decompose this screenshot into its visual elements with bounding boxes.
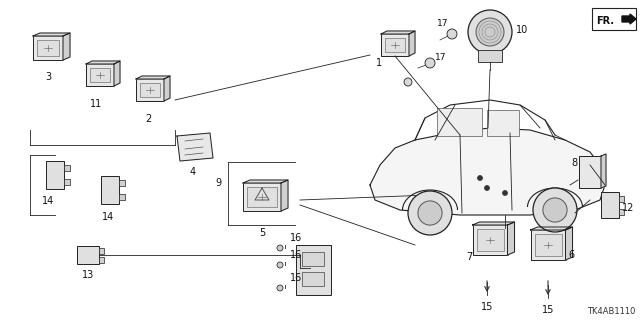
- Bar: [296, 245, 331, 295]
- Bar: [302, 272, 324, 286]
- Bar: [77, 246, 99, 264]
- Text: 8: 8: [572, 158, 578, 168]
- Bar: [243, 183, 281, 211]
- Bar: [99, 247, 104, 253]
- Polygon shape: [472, 222, 515, 225]
- Circle shape: [468, 10, 512, 54]
- Bar: [381, 34, 409, 56]
- Polygon shape: [63, 33, 70, 60]
- Polygon shape: [33, 33, 70, 36]
- Text: 11: 11: [90, 99, 102, 109]
- Text: 14: 14: [102, 212, 114, 222]
- Bar: [472, 225, 508, 255]
- Text: 16: 16: [290, 273, 302, 283]
- Circle shape: [543, 198, 567, 222]
- Bar: [99, 257, 104, 262]
- Bar: [37, 40, 59, 56]
- Bar: [592, 8, 636, 30]
- Polygon shape: [531, 227, 573, 230]
- Text: 10: 10: [516, 25, 528, 35]
- Bar: [101, 176, 119, 204]
- Bar: [619, 196, 624, 202]
- Polygon shape: [243, 180, 288, 183]
- Circle shape: [408, 191, 452, 235]
- Bar: [46, 161, 64, 189]
- Bar: [33, 36, 63, 60]
- Bar: [136, 79, 164, 101]
- Text: 17: 17: [437, 19, 449, 28]
- Circle shape: [277, 285, 283, 291]
- Polygon shape: [409, 31, 415, 56]
- Text: 15: 15: [481, 302, 493, 312]
- Polygon shape: [281, 180, 288, 211]
- Text: 1: 1: [376, 58, 382, 68]
- Text: 4: 4: [190, 167, 196, 177]
- Text: 9: 9: [216, 178, 222, 188]
- Circle shape: [533, 188, 577, 232]
- Polygon shape: [370, 128, 605, 215]
- Polygon shape: [601, 154, 606, 188]
- Bar: [601, 192, 619, 218]
- Bar: [437, 108, 482, 136]
- Bar: [64, 179, 70, 185]
- Bar: [531, 230, 566, 260]
- Text: 15: 15: [542, 305, 554, 315]
- Text: 5: 5: [259, 228, 265, 238]
- Text: 6: 6: [568, 250, 574, 260]
- Circle shape: [425, 58, 435, 68]
- Bar: [119, 180, 125, 186]
- Polygon shape: [508, 222, 515, 255]
- Bar: [579, 156, 601, 188]
- Circle shape: [476, 18, 504, 46]
- Text: 2: 2: [145, 114, 151, 124]
- Polygon shape: [86, 61, 120, 64]
- Circle shape: [477, 175, 483, 180]
- Polygon shape: [381, 31, 415, 34]
- Bar: [477, 229, 504, 251]
- Bar: [119, 194, 125, 200]
- Bar: [385, 38, 405, 52]
- Circle shape: [484, 186, 490, 190]
- Text: 16: 16: [290, 233, 302, 243]
- Bar: [140, 83, 160, 97]
- Circle shape: [502, 190, 508, 196]
- Bar: [619, 209, 624, 214]
- Polygon shape: [164, 76, 170, 101]
- Bar: [247, 187, 277, 207]
- Polygon shape: [114, 61, 120, 86]
- Text: 16: 16: [290, 250, 302, 260]
- Circle shape: [418, 201, 442, 225]
- Bar: [478, 50, 502, 62]
- Text: 14: 14: [42, 196, 54, 206]
- Text: 13: 13: [82, 270, 94, 280]
- Text: 12: 12: [622, 203, 634, 213]
- Text: 7: 7: [466, 252, 472, 262]
- Circle shape: [277, 262, 283, 268]
- Text: FR.: FR.: [596, 16, 614, 26]
- Polygon shape: [566, 227, 573, 260]
- Polygon shape: [177, 133, 213, 161]
- FancyArrow shape: [622, 14, 636, 24]
- Polygon shape: [136, 76, 170, 79]
- Bar: [64, 165, 70, 171]
- Text: 3: 3: [45, 72, 51, 82]
- Bar: [487, 110, 519, 136]
- Bar: [90, 68, 110, 82]
- Circle shape: [277, 245, 283, 251]
- Bar: [86, 64, 114, 86]
- Bar: [534, 234, 561, 256]
- Circle shape: [404, 78, 412, 86]
- Bar: [302, 252, 324, 266]
- Text: TK4AB1110: TK4AB1110: [587, 307, 635, 316]
- Circle shape: [447, 29, 457, 39]
- Text: 17: 17: [435, 53, 447, 62]
